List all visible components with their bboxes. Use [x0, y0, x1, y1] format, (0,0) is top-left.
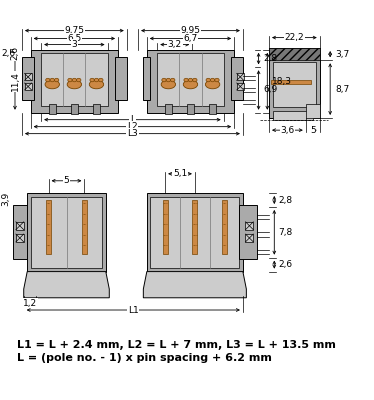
Bar — [22, 57, 34, 100]
Bar — [143, 57, 150, 100]
Bar — [273, 111, 313, 120]
Text: 3: 3 — [71, 40, 77, 49]
Bar — [41, 53, 108, 106]
Bar — [163, 200, 168, 254]
Text: 2,6: 2,6 — [1, 49, 15, 58]
Text: 2,8: 2,8 — [279, 196, 293, 204]
Text: 8,7: 8,7 — [335, 85, 350, 94]
Ellipse shape — [184, 78, 188, 82]
Polygon shape — [24, 272, 109, 298]
Bar — [71, 104, 78, 114]
Text: 11,4: 11,4 — [10, 71, 19, 91]
Bar — [165, 104, 172, 114]
Bar — [306, 104, 320, 118]
Ellipse shape — [55, 78, 59, 82]
Bar — [192, 200, 197, 254]
Bar — [269, 48, 320, 118]
Ellipse shape — [161, 80, 175, 89]
Bar — [150, 196, 239, 268]
Bar — [46, 200, 51, 254]
Text: 5,1: 5,1 — [173, 169, 187, 178]
Bar — [187, 104, 194, 114]
Bar — [147, 50, 234, 113]
Ellipse shape — [67, 80, 82, 89]
Text: 3,6: 3,6 — [280, 126, 294, 135]
Bar — [157, 53, 224, 106]
Ellipse shape — [206, 78, 211, 82]
Ellipse shape — [211, 78, 215, 82]
Bar — [209, 104, 216, 114]
Text: 7,8: 7,8 — [279, 228, 293, 237]
Text: L2: L2 — [127, 122, 138, 131]
Bar — [93, 104, 100, 114]
Text: 2,6: 2,6 — [10, 46, 19, 60]
Text: 3,2: 3,2 — [168, 40, 182, 49]
Polygon shape — [143, 272, 246, 298]
Bar — [245, 222, 253, 230]
Bar — [16, 222, 24, 230]
Ellipse shape — [94, 78, 99, 82]
Text: 18,3: 18,3 — [272, 77, 292, 86]
Ellipse shape — [215, 78, 219, 82]
Bar — [25, 74, 31, 80]
Bar — [147, 193, 243, 272]
Text: L = (pole no. - 1) x pin spacing + 6.2 mm: L = (pole no. - 1) x pin spacing + 6.2 m… — [17, 353, 272, 363]
Bar — [245, 234, 253, 242]
Bar — [271, 80, 311, 84]
Ellipse shape — [68, 78, 72, 82]
Ellipse shape — [205, 80, 220, 89]
Text: 6,7: 6,7 — [183, 34, 197, 43]
Text: L1: L1 — [128, 306, 139, 314]
Text: L: L — [130, 115, 135, 124]
Text: 6,9: 6,9 — [263, 86, 277, 94]
Ellipse shape — [45, 80, 59, 89]
Bar — [49, 104, 56, 114]
Bar — [222, 200, 227, 254]
Ellipse shape — [50, 78, 55, 82]
Ellipse shape — [183, 80, 198, 89]
Text: 1,2: 1,2 — [23, 298, 37, 308]
Ellipse shape — [46, 78, 50, 82]
Bar — [31, 50, 118, 113]
Text: 6,5: 6,5 — [67, 34, 82, 43]
Ellipse shape — [166, 78, 171, 82]
Bar — [31, 196, 102, 268]
Bar — [237, 74, 244, 80]
Text: 2,6: 2,6 — [279, 260, 293, 269]
Bar — [27, 193, 106, 272]
Text: 3,7: 3,7 — [335, 50, 350, 59]
Text: 22,2: 22,2 — [285, 33, 304, 42]
Text: 2,8: 2,8 — [263, 54, 277, 63]
Ellipse shape — [77, 78, 81, 82]
Bar — [273, 62, 316, 108]
Bar — [114, 57, 127, 100]
Ellipse shape — [162, 78, 166, 82]
Bar — [239, 205, 257, 259]
Text: 9,95: 9,95 — [181, 26, 200, 35]
Ellipse shape — [72, 78, 77, 82]
Text: L1 = L + 2.4 mm, L2 = L + 7 mm, L3 = L + 13.5 mm: L1 = L + 2.4 mm, L2 = L + 7 mm, L3 = L +… — [17, 340, 335, 350]
Text: 3,9: 3,9 — [2, 192, 11, 206]
Bar — [269, 48, 320, 60]
Text: 5: 5 — [310, 126, 316, 135]
Ellipse shape — [89, 80, 104, 89]
Bar — [13, 205, 31, 259]
Bar — [82, 200, 87, 254]
Ellipse shape — [90, 78, 94, 82]
Ellipse shape — [171, 78, 175, 82]
Bar — [16, 234, 24, 242]
Ellipse shape — [99, 78, 103, 82]
Ellipse shape — [193, 78, 197, 82]
Bar — [231, 57, 243, 100]
Bar — [237, 83, 244, 90]
Text: L3: L3 — [127, 129, 138, 138]
Text: 5: 5 — [64, 176, 70, 185]
Text: 9,75: 9,75 — [64, 26, 85, 35]
Ellipse shape — [188, 78, 193, 82]
Bar — [25, 83, 31, 90]
